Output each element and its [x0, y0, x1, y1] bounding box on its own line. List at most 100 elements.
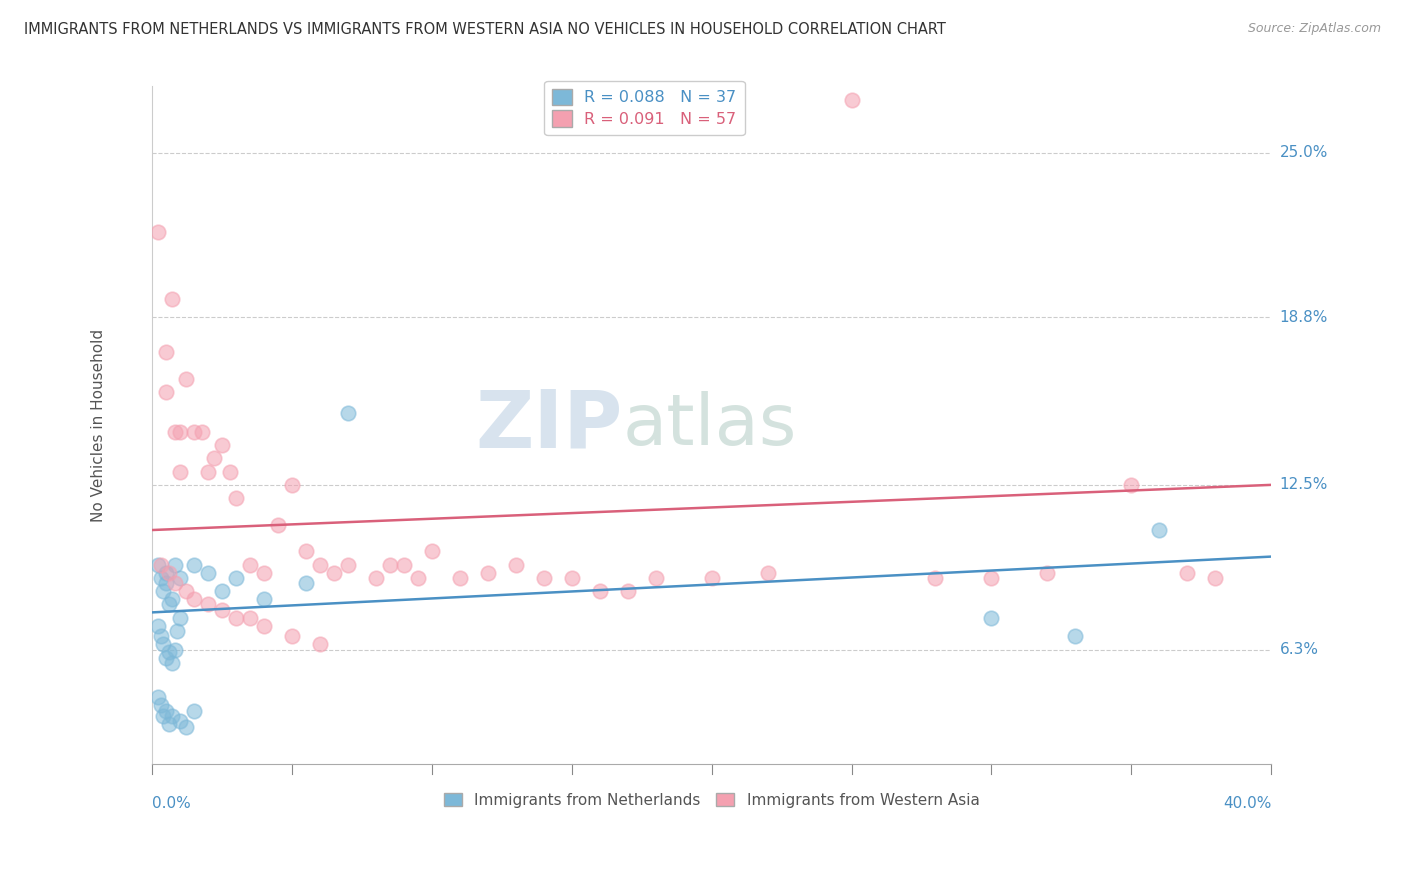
Point [166, 624, 188, 638]
Point [169, 610, 191, 624]
Point [169, 571, 191, 585]
Point [211, 603, 233, 617]
Point [309, 637, 332, 651]
Point [155, 345, 177, 359]
Point [392, 558, 415, 572]
Point [197, 566, 219, 580]
Point [644, 571, 666, 585]
Point [157, 645, 180, 659]
Text: 6.3%: 6.3% [1279, 642, 1319, 657]
Point [160, 292, 183, 306]
Point [281, 478, 304, 492]
Point [267, 517, 290, 532]
Point [253, 566, 276, 580]
Text: 40.0%: 40.0% [1223, 796, 1271, 811]
Point [924, 571, 946, 585]
Point [295, 544, 318, 558]
Text: No Vehicles in Household: No Vehicles in Household [91, 328, 105, 522]
Point [160, 709, 183, 723]
Point [146, 558, 169, 572]
Point [281, 629, 304, 643]
Point [225, 610, 247, 624]
Text: 12.5%: 12.5% [1279, 477, 1327, 492]
Point [239, 610, 262, 624]
Point [149, 571, 172, 585]
Point [980, 571, 1002, 585]
Point [169, 465, 191, 479]
Point [239, 558, 262, 572]
Point [149, 558, 172, 572]
Point [211, 438, 233, 452]
Point [1149, 523, 1171, 537]
Point [1121, 478, 1143, 492]
Point [146, 226, 169, 240]
Point [152, 709, 174, 723]
Point [561, 571, 583, 585]
Point [146, 618, 169, 632]
Point [157, 598, 180, 612]
Point [183, 592, 205, 607]
Point [420, 544, 443, 558]
Text: 18.8%: 18.8% [1279, 310, 1327, 325]
Point [841, 93, 863, 107]
Point [155, 576, 177, 591]
Text: IMMIGRANTS FROM NETHERLANDS VS IMMIGRANTS FROM WESTERN ASIA NO VEHICLES IN HOUSE: IMMIGRANTS FROM NETHERLANDS VS IMMIGRANT… [24, 22, 946, 37]
Point [756, 566, 779, 580]
Point [155, 384, 177, 399]
Legend: Immigrants from Netherlands, Immigrants from Western Asia: Immigrants from Netherlands, Immigrants … [437, 787, 986, 814]
Point [364, 571, 387, 585]
Point [225, 571, 247, 585]
Point [183, 704, 205, 718]
Point [160, 592, 183, 607]
Point [155, 650, 177, 665]
Point [477, 566, 499, 580]
Point [309, 558, 332, 572]
Point [449, 571, 471, 585]
Point [183, 558, 205, 572]
Text: ZIP: ZIP [475, 386, 621, 464]
Point [197, 465, 219, 479]
Point [1036, 566, 1059, 580]
Point [202, 451, 225, 466]
Point [1204, 571, 1226, 585]
Point [323, 566, 346, 580]
Text: 25.0%: 25.0% [1279, 145, 1327, 161]
Point [169, 714, 191, 729]
Point [169, 425, 191, 439]
Point [160, 656, 183, 670]
Point [174, 720, 197, 734]
Point [149, 629, 172, 643]
Point [1064, 629, 1087, 643]
Point [157, 717, 180, 731]
Point [336, 406, 359, 420]
Point [616, 584, 638, 599]
Point [163, 642, 186, 657]
Point [155, 566, 177, 580]
Point [406, 571, 429, 585]
Point [253, 592, 276, 607]
Text: atlas: atlas [621, 391, 797, 459]
Point [505, 558, 527, 572]
Point [157, 566, 180, 580]
Point [219, 465, 242, 479]
Point [980, 610, 1002, 624]
Point [174, 371, 197, 385]
Point [163, 576, 186, 591]
Point [589, 584, 612, 599]
Text: Source: ZipAtlas.com: Source: ZipAtlas.com [1247, 22, 1381, 36]
Point [163, 425, 186, 439]
Point [533, 571, 555, 585]
Point [253, 618, 276, 632]
Point [149, 698, 172, 713]
Point [211, 584, 233, 599]
Point [155, 704, 177, 718]
Point [146, 690, 169, 705]
Point [295, 576, 318, 591]
Point [700, 571, 723, 585]
Point [152, 584, 174, 599]
Point [197, 598, 219, 612]
Point [183, 425, 205, 439]
Text: 0.0%: 0.0% [152, 796, 191, 811]
Point [191, 425, 214, 439]
Point [152, 637, 174, 651]
